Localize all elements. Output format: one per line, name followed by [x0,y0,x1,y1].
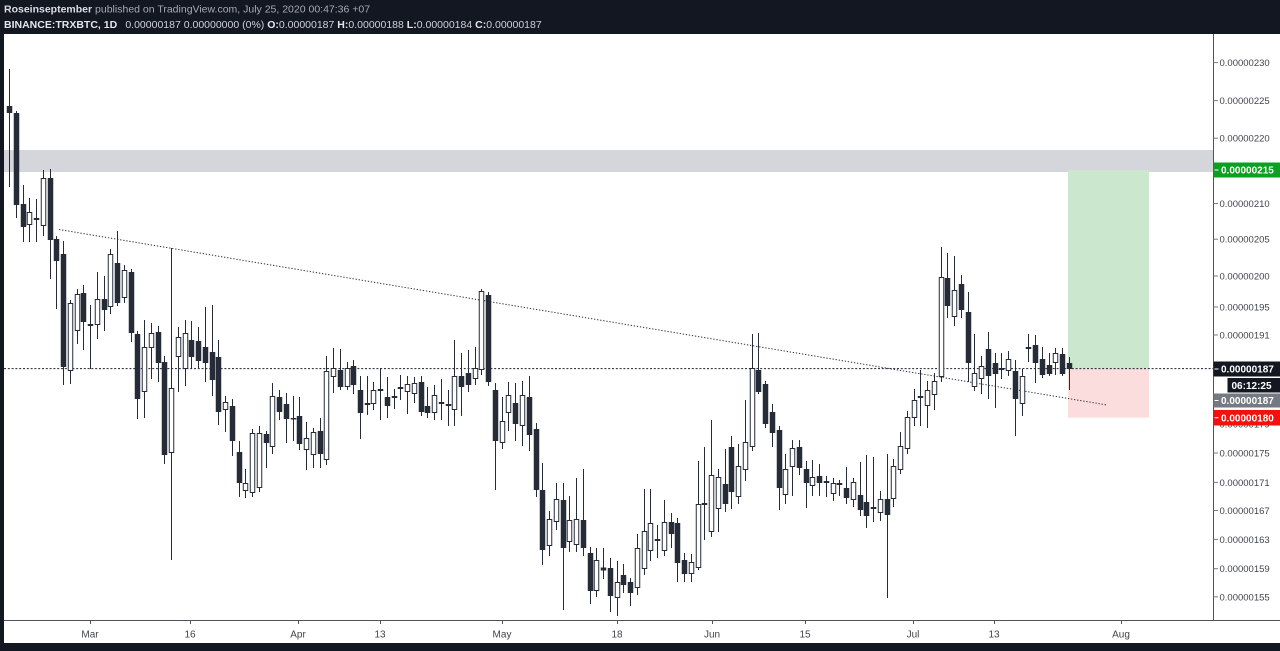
svg-text:Jul: Jul [907,630,920,641]
svg-text:0.00000180: 0.00000180 [1221,414,1274,425]
svg-text:0.00000225: 0.00000225 [1220,96,1270,107]
svg-text:0.00000187: 0.00000187 [1221,396,1274,407]
svg-text:0.00000220: 0.00000220 [1220,134,1270,145]
svg-text:16: 16 [184,630,196,641]
svg-text:0.00000155: 0.00000155 [1220,592,1270,603]
svg-text:18: 18 [611,630,623,641]
svg-text:Mar: Mar [81,630,99,641]
svg-text:BINANCE:TRXBTC, 1D 0.00000187: BINANCE:TRXBTC, 1D 0.00000187 0.00000000… [4,19,542,31]
svg-text:Jun: Jun [704,630,720,641]
svg-text:Roseinseptember published on T: Roseinseptember published on TradingView… [4,4,370,16]
svg-text:0.00000230: 0.00000230 [1220,58,1270,69]
svg-text:06:12:25: 06:12:25 [1232,381,1272,392]
svg-text:0.00000205: 0.00000205 [1220,235,1270,246]
svg-text:0.00000195: 0.00000195 [1220,303,1270,314]
svg-text:0.00000210: 0.00000210 [1220,199,1270,210]
svg-text:0.00000200: 0.00000200 [1220,272,1270,283]
svg-text:0.00000167: 0.00000167 [1220,506,1270,517]
svg-text:0.00000175: 0.00000175 [1220,449,1270,460]
svg-text:0.00000163: 0.00000163 [1220,535,1270,546]
svg-text:0.00000187: 0.00000187 [1221,365,1274,376]
svg-text:May: May [493,630,512,641]
svg-text:Aug: Aug [1112,630,1130,641]
svg-text:13: 13 [374,630,386,641]
svg-text:0.00000159: 0.00000159 [1220,564,1270,575]
svg-text:0.00000191: 0.00000191 [1220,331,1270,342]
svg-text:15: 15 [799,630,811,641]
svg-text:0.00000215: 0.00000215 [1221,166,1274,177]
svg-text:Apr: Apr [290,630,306,641]
svg-text:13: 13 [988,630,1000,641]
svg-text:0.00000171: 0.00000171 [1220,478,1270,489]
